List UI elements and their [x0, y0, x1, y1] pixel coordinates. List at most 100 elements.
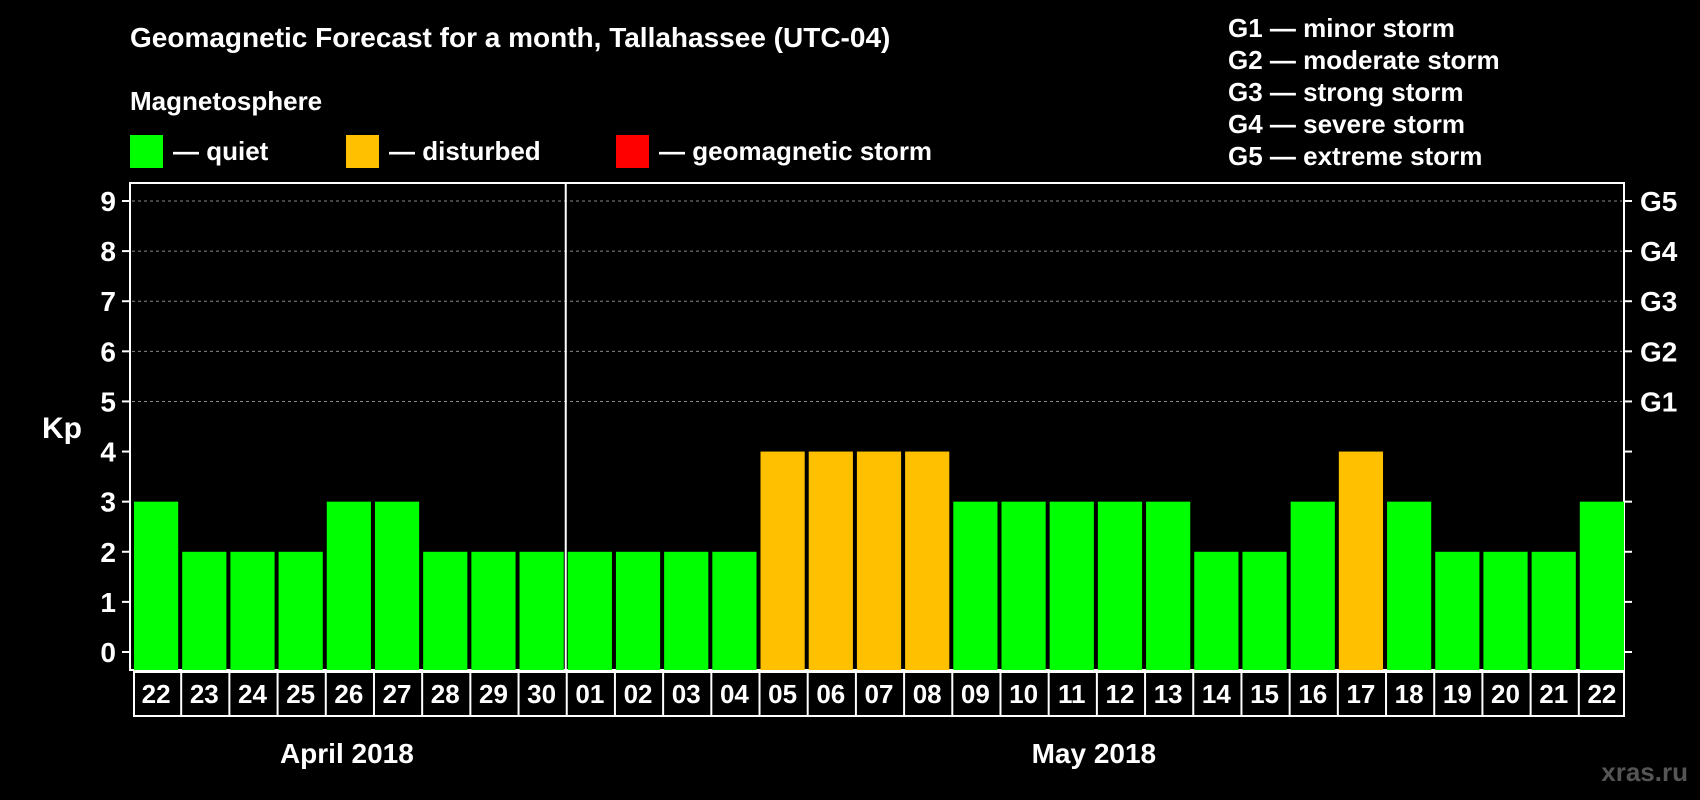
- y-tick-label-9: 9: [100, 186, 116, 217]
- x-tick-label-17: 08: [913, 679, 942, 709]
- bar-11: [615, 551, 661, 670]
- bar-3: [230, 551, 275, 670]
- bar-18: [953, 501, 998, 670]
- y-tick-label-1: 1: [100, 587, 116, 618]
- x-tick-label-9: 30: [527, 679, 556, 709]
- x-tick-label-26: 17: [1346, 679, 1375, 709]
- x-tick-label-20: 11: [1058, 679, 1086, 709]
- legend-heading: Magnetosphere: [130, 86, 323, 116]
- bar-31: [1579, 501, 1624, 670]
- bar-19: [1001, 501, 1046, 670]
- y-tick-label-4: 4: [100, 437, 116, 468]
- x-tick-label-4: 25: [286, 679, 315, 709]
- y-tick-label-5: 5: [100, 386, 116, 417]
- x-tick-label-21: 12: [1106, 679, 1135, 709]
- x-tick-label-13: 04: [720, 679, 749, 709]
- x-tick-label-15: 06: [816, 679, 845, 709]
- bar-5: [326, 501, 371, 670]
- x-tick-label-1: 22: [142, 679, 171, 709]
- x-tick-label-23: 14: [1202, 679, 1231, 709]
- bar-24: [1242, 551, 1287, 670]
- y-tick-label-0: 0: [100, 637, 116, 668]
- y-tick-label-3: 3: [100, 487, 116, 518]
- month-label-1: April 2018: [280, 738, 414, 769]
- legend-swatch-storm: [616, 134, 649, 168]
- bar-28: [1435, 551, 1480, 670]
- month-label-2: May 2018: [1032, 738, 1157, 769]
- bar-30: [1531, 551, 1576, 670]
- y-tick-label-7: 7: [100, 286, 116, 317]
- bar-12: [664, 551, 709, 670]
- x-tick-label-10: 01: [575, 679, 604, 709]
- bar-25: [1290, 501, 1335, 670]
- right-tick-label-g3: G3: [1640, 286, 1677, 317]
- chart-title: Geomagnetic Forecast for a month, Tallah…: [130, 22, 891, 53]
- x-tick-label-16: 07: [865, 679, 894, 709]
- x-tick-label-28: 19: [1443, 679, 1472, 709]
- legend-swatch-disturbed: [346, 134, 379, 168]
- bar-14: [760, 451, 805, 670]
- x-tick-label-6: 27: [383, 679, 412, 709]
- x-tick-label-3: 24: [238, 679, 267, 709]
- y-axis-label: Kp: [42, 412, 82, 445]
- right-tick-label-g4: G4: [1640, 236, 1678, 267]
- bar-17: [905, 451, 950, 670]
- legend-item-quiet: — quiet: [130, 134, 268, 168]
- bar-15: [808, 451, 853, 670]
- bar-1: [134, 501, 179, 670]
- bar-13: [712, 551, 757, 670]
- legend-swatch-quiet: [130, 134, 163, 168]
- x-tick-label-11: 02: [624, 679, 653, 709]
- bar-22: [1146, 501, 1191, 670]
- y-tick-label-6: 6: [100, 336, 116, 367]
- x-tick-label-5: 26: [334, 679, 363, 709]
- storm-scale-g4: G4 — severe storm: [1228, 109, 1466, 139]
- bar-27: [1387, 501, 1432, 670]
- bar-26: [1338, 451, 1384, 670]
- x-tick-label-27: 18: [1395, 679, 1424, 709]
- watermark: xras.ru: [1601, 757, 1688, 787]
- bar-29: [1483, 551, 1528, 670]
- right-tick-label-g2: G2: [1640, 336, 1677, 367]
- x-label-frame: [133, 671, 1625, 717]
- bar-16: [856, 451, 902, 670]
- storm-scale-g2: G2 — moderate storm: [1228, 45, 1500, 75]
- legend-label-disturbed: — disturbed: [389, 135, 541, 166]
- right-tick-label-g5: G5: [1640, 186, 1677, 217]
- bar-6: [374, 501, 420, 670]
- x-tick-label-25: 16: [1298, 679, 1327, 709]
- storm-scale-g3: G3 — strong storm: [1228, 77, 1464, 107]
- x-tick-label-19: 10: [1009, 679, 1038, 709]
- x-tick-label-8: 29: [479, 679, 508, 709]
- bar-9: [519, 551, 564, 670]
- bar-20: [1049, 501, 1094, 670]
- x-tick-label-29: 20: [1491, 679, 1520, 709]
- legend-label-quiet: — quiet: [173, 135, 269, 166]
- x-tick-label-2: 23: [190, 679, 219, 709]
- bar-23: [1194, 551, 1239, 670]
- bar-10: [567, 551, 612, 670]
- x-tick-label-12: 03: [672, 679, 701, 709]
- bar-7: [423, 551, 468, 670]
- x-tick-label-30: 21: [1539, 679, 1568, 709]
- storm-scale-legend: G1 — minor storm G2 — moderate storm G3 …: [1228, 12, 1500, 172]
- y-tick-label-8: 8: [100, 236, 116, 267]
- legend-item-storm: — geomagnetic storm: [616, 134, 932, 168]
- legend-item-disturbed: — disturbed: [346, 134, 541, 168]
- bar-21: [1097, 501, 1143, 670]
- x-tick-label-24: 15: [1250, 679, 1279, 709]
- y-tick-label-2: 2: [100, 537, 116, 568]
- bar-4: [278, 551, 323, 670]
- x-tick-label-22: 13: [1154, 679, 1183, 709]
- legend-label-storm: — geomagnetic storm: [659, 135, 933, 166]
- storm-scale-g5: G5 — extreme storm: [1228, 141, 1483, 171]
- x-tick-label-31: 22: [1587, 679, 1616, 709]
- bar-2: [182, 551, 227, 670]
- x-tick-label-18: 09: [961, 679, 990, 709]
- storm-scale-g1: G1 — minor storm: [1228, 13, 1455, 43]
- x-tick-label-7: 28: [431, 679, 460, 709]
- right-tick-label-g1: G1: [1640, 386, 1677, 417]
- bar-8: [471, 551, 516, 670]
- x-tick-label-14: 05: [768, 679, 797, 709]
